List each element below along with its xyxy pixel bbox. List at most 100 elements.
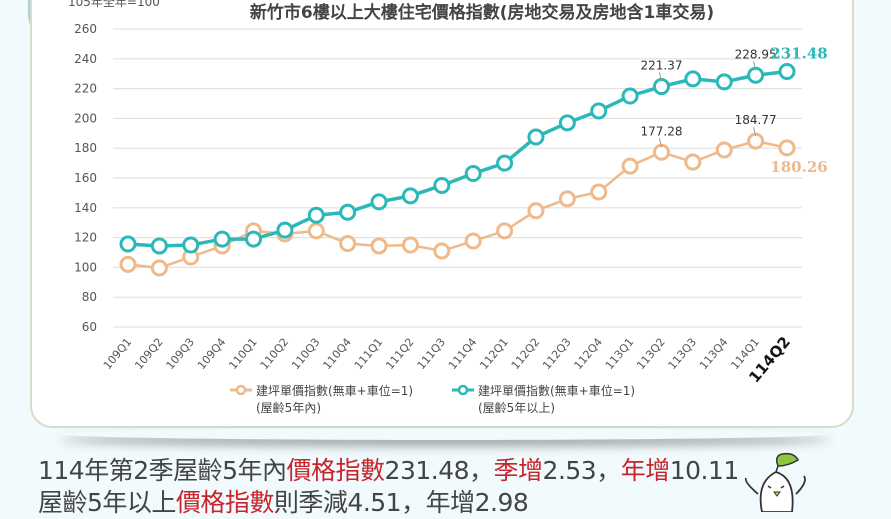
data-point	[590, 102, 608, 120]
data-point	[747, 132, 765, 150]
x-tick-label: 110Q2	[258, 336, 292, 372]
x-tick-label: 109Q2	[132, 336, 166, 372]
data-point	[119, 235, 137, 253]
highlight-text: 價格指數	[286, 456, 386, 485]
label-leader	[658, 72, 662, 82]
summary-segment: 231.48，	[384, 456, 494, 485]
summary-segment: 2.53，	[542, 456, 622, 485]
data-point	[590, 183, 608, 201]
data-point	[276, 221, 294, 239]
data-point	[558, 114, 576, 132]
value-label: 228.95	[735, 47, 777, 61]
x-tick-label: 113Q3	[666, 336, 700, 372]
data-point	[370, 193, 388, 211]
label-leader	[753, 126, 757, 137]
data-point	[182, 236, 200, 254]
x-tick-label: 110Q1	[226, 336, 260, 372]
data-point	[433, 176, 451, 194]
data-point	[464, 232, 482, 250]
summary-text: 114年第2季屋齡5年內價格指數231.48，季增2.53，年增10.11 屋齡…	[38, 455, 739, 519]
data-point	[401, 187, 419, 205]
data-point	[652, 78, 670, 96]
legend-label-1a: 建坪單價指數(無車+車位=1)	[256, 383, 413, 398]
x-tick-label: 111Q1	[352, 336, 386, 372]
data-point	[621, 87, 639, 105]
legend-marker-teal	[457, 384, 469, 396]
data-point	[747, 66, 765, 84]
data-point	[496, 222, 514, 240]
data-point	[778, 139, 796, 157]
value-label: 177.28	[640, 124, 682, 138]
data-point	[433, 242, 451, 260]
x-tick-label: 112Q2	[509, 336, 543, 372]
y-tick-label: 80	[82, 290, 97, 304]
legend-label-2a: 建坪單價指數(無車+車位=1)	[478, 383, 635, 398]
data-point	[715, 73, 733, 91]
legend: 建坪單價指數(無車+車位=1) (屋齡5年內) 建坪單價指數(無車+車位=1) …	[230, 383, 635, 415]
legend-label-1b: (屋齡5年內)	[256, 401, 321, 415]
y-tick-label: 220	[74, 82, 97, 96]
y-tick-label: 180	[74, 141, 97, 155]
x-tick-label: 111Q4	[446, 336, 480, 372]
data-point	[496, 154, 514, 172]
y-tick-label: 120	[74, 231, 97, 245]
summary-segment: 114年第2季屋齡5年內	[38, 456, 287, 485]
data-point	[527, 202, 545, 220]
y-tick-label: 240	[74, 52, 97, 66]
y-tick-label: 260	[74, 22, 97, 36]
y-tick-label: 200	[74, 111, 97, 125]
x-tick-label: 110Q3	[289, 336, 323, 372]
series-line-1	[127, 69, 788, 248]
value-label-highlight: 231.48	[770, 44, 827, 62]
line-chart: 105年全年=100 新竹市6樓以上大樓住宅價格指數(房地交易及房地含1車交易)…	[68, 0, 828, 415]
y-tick-label: 140	[74, 201, 97, 215]
highlight-text: 價格指數	[175, 488, 275, 517]
x-tick-label: 111Q3	[415, 336, 449, 372]
data-point	[684, 153, 702, 171]
label-leader	[753, 61, 757, 71]
summary-line-2: 屋齡5年以上價格指數則季減4.51，年增2.98	[38, 487, 739, 519]
data-point	[339, 203, 357, 221]
x-tick-label: 109Q3	[164, 336, 198, 372]
data-point	[370, 237, 388, 255]
data-point	[558, 190, 576, 208]
summary-segment: 屋齡5年以上	[38, 488, 176, 517]
x-tick-label: 111Q2	[383, 336, 417, 372]
value-label: 184.77	[735, 113, 777, 127]
data-point	[401, 236, 419, 254]
summary-line-1: 114年第2季屋齡5年內價格指數231.48，季增2.53，年增10.11	[38, 455, 739, 487]
mascot-sprout-illustration	[744, 452, 806, 512]
data-point	[213, 230, 231, 248]
data-point	[119, 255, 137, 273]
data-point	[684, 70, 702, 88]
chart-title: 新竹市6樓以上大樓住宅價格指數(房地交易及房地含1車交易)	[250, 2, 714, 23]
data-point	[778, 62, 796, 80]
x-tick-label: 109Q1	[101, 336, 135, 372]
value-label-highlight: 180.26	[770, 158, 827, 176]
y-tick-label: 60	[82, 320, 97, 334]
data-point	[621, 157, 639, 175]
data-point	[715, 141, 733, 159]
value-label: 221.37	[640, 59, 682, 73]
x-tick-label: 113Q2	[634, 336, 668, 372]
x-tick-label: 109Q4	[195, 336, 229, 372]
x-tick-label: 112Q4	[571, 336, 605, 372]
x-tick-label: 110Q4	[320, 336, 354, 372]
label-leader	[658, 138, 662, 148]
legend-marker-orange	[235, 384, 247, 396]
data-point	[307, 206, 325, 224]
base-note: 105年全年=100	[68, 0, 160, 9]
summary-segment: 10.11	[669, 456, 740, 485]
y-tick-label: 160	[74, 171, 97, 185]
highlight-text: 季增	[493, 456, 544, 485]
x-tick-label: 113Q4	[697, 336, 731, 372]
y-tick-label: 100	[74, 260, 97, 274]
legend-label-2b: (屋齡5年以上)	[478, 401, 555, 415]
data-point	[527, 128, 545, 146]
data-point	[150, 259, 168, 277]
data-point	[307, 222, 325, 240]
chart-card	[30, 0, 854, 428]
data-point	[339, 235, 357, 253]
data-point	[652, 143, 670, 161]
x-tick-label: 112Q3	[540, 336, 574, 372]
